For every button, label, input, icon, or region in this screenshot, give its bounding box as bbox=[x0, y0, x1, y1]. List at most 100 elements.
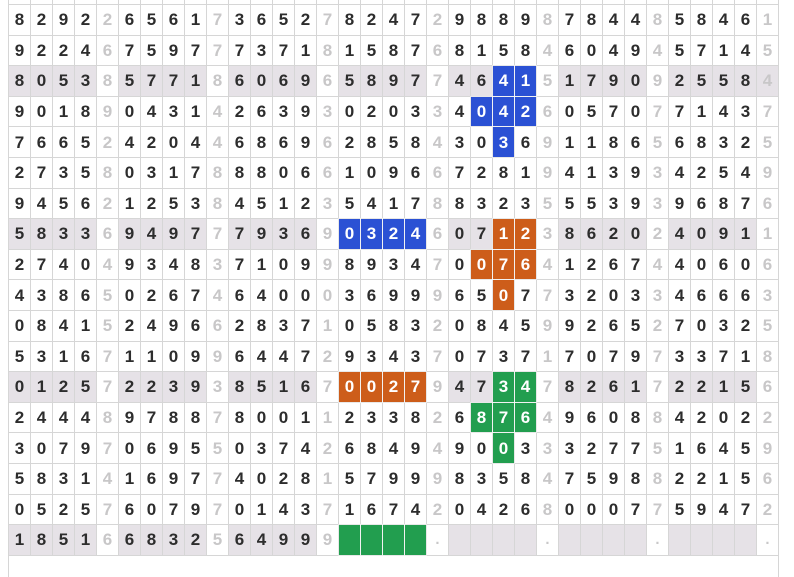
grid-cell: 7 bbox=[559, 463, 580, 494]
grid-cell-separator-digit: 3 bbox=[537, 219, 558, 249]
grid-cell-empty bbox=[559, 525, 580, 555]
grid-cell: 1 bbox=[559, 249, 580, 280]
grid-cell-separator-digit: 9 bbox=[537, 310, 558, 341]
grid-cell: 0 bbox=[273, 402, 294, 433]
grid-cell: 8 bbox=[75, 96, 96, 127]
grid-cell: 9 bbox=[669, 188, 690, 219]
grid-cell: 9 bbox=[405, 433, 426, 463]
grid-cell-separator-digit: 3 bbox=[427, 96, 448, 127]
grid-cell: 2 bbox=[361, 5, 382, 35]
grid-cell-separator-digit: 6 bbox=[757, 249, 778, 280]
grid-cell: 6 bbox=[229, 127, 250, 157]
grid-cell: 6 bbox=[559, 35, 580, 66]
grid-cell: 4 bbox=[449, 372, 470, 402]
grid-cell: 7 bbox=[273, 35, 294, 66]
grid-cell: 8 bbox=[229, 157, 250, 188]
grid-cell: 6 bbox=[273, 66, 294, 96]
grid-cell-separator-digit: 9 bbox=[647, 66, 668, 96]
grid-cell: 1 bbox=[515, 157, 536, 188]
cut-off-row-cell bbox=[361, 0, 382, 4]
cut-off-row-cell bbox=[405, 0, 426, 4]
grid-cell-empty bbox=[625, 525, 646, 555]
grid-cell: 6 bbox=[273, 127, 294, 157]
grid-cell: 4 bbox=[603, 5, 624, 35]
cut-off-row-cell bbox=[75, 0, 96, 4]
grid-cell: 7 bbox=[603, 341, 624, 372]
grid-cell-separator-digit: 4 bbox=[647, 249, 668, 280]
grid-cell: 4 bbox=[559, 157, 580, 188]
grid-cell: 6 bbox=[581, 402, 602, 433]
grid-cell: 7 bbox=[9, 127, 30, 157]
grid-cell: 6 bbox=[361, 494, 382, 525]
grid-cell-separator-digit: 2 bbox=[427, 5, 448, 35]
grid-cell: 0 bbox=[625, 96, 646, 127]
grid-cell-separator-digit: 3 bbox=[207, 372, 228, 402]
grid-cell-separator-digit: 8 bbox=[647, 402, 668, 433]
grid-cell: 9 bbox=[559, 402, 580, 433]
grid-cell: 1 bbox=[735, 341, 756, 372]
grid-cell: 0 bbox=[119, 157, 140, 188]
grid-cell: 0 bbox=[9, 310, 30, 341]
grid-cell: 0 bbox=[691, 310, 712, 341]
grid-cell: 8 bbox=[185, 249, 206, 280]
grid-cell-separator-digit: 7 bbox=[207, 494, 228, 525]
cut-off-row-cell bbox=[185, 0, 206, 4]
grid-cell: 4 bbox=[229, 188, 250, 219]
grid-cell: 5 bbox=[493, 463, 514, 494]
grid-cell: 4 bbox=[9, 280, 30, 310]
grid-cell-separator-digit: 6 bbox=[317, 66, 338, 96]
grid-cell: 6 bbox=[471, 66, 492, 96]
grid-cell: 3 bbox=[163, 372, 184, 402]
grid-cell-separator-digit: 9 bbox=[207, 341, 228, 372]
grid-cell: 8 bbox=[53, 280, 74, 310]
grid-cell-separator-digit: 8 bbox=[97, 66, 118, 96]
grid-cell: 1 bbox=[625, 372, 646, 402]
grid-cell: 0 bbox=[603, 280, 624, 310]
grid-cell-separator-digit: 8 bbox=[207, 188, 228, 219]
grid-cell: 4 bbox=[53, 249, 74, 280]
cut-off-row-cell bbox=[493, 0, 514, 4]
grid-cell: 9 bbox=[361, 249, 382, 280]
grid-cell: 8 bbox=[361, 66, 382, 96]
grid-cell-separator-digit: 7 bbox=[97, 341, 118, 372]
grid-cell-separator-digit: 7 bbox=[317, 372, 338, 402]
grid-cell: 9 bbox=[383, 157, 404, 188]
grid-cell: 8 bbox=[625, 402, 646, 433]
grid-cell: 6 bbox=[713, 249, 734, 280]
grid-cell: 9 bbox=[625, 341, 646, 372]
grid-cell: 5 bbox=[471, 280, 492, 310]
grid-cell: 6 bbox=[713, 280, 734, 310]
grid-cell: 1 bbox=[75, 525, 96, 555]
grid-cell: 7 bbox=[559, 341, 580, 372]
grid-cell-blue: 1 bbox=[515, 66, 536, 96]
grid-cell: 5 bbox=[9, 341, 30, 372]
grid-cell: 2 bbox=[691, 372, 712, 402]
grid-cell-separator-digit: 8 bbox=[537, 5, 558, 35]
grid-cell: 8 bbox=[515, 35, 536, 66]
grid-cell: 4 bbox=[383, 341, 404, 372]
grid-cell: 5 bbox=[361, 35, 382, 66]
grid-cell: 4 bbox=[163, 249, 184, 280]
grid-cell: 9 bbox=[449, 433, 470, 463]
grid-cell: 5 bbox=[625, 310, 646, 341]
grid-cell: 3 bbox=[405, 341, 426, 372]
cut-off-row-cell bbox=[9, 0, 30, 4]
grid-cell: 5 bbox=[75, 157, 96, 188]
grid-cell: 0 bbox=[251, 463, 272, 494]
grid-cell: 8 bbox=[31, 219, 52, 249]
grid-cell: 4 bbox=[603, 35, 624, 66]
grid-cell: 9 bbox=[273, 525, 294, 555]
grid-cell-separator-digit: 7 bbox=[647, 372, 668, 402]
grid-cell: 0 bbox=[471, 127, 492, 157]
grid-cell: 5 bbox=[691, 66, 712, 96]
grid-cell: 0 bbox=[449, 310, 470, 341]
grid-cell: 9 bbox=[295, 66, 316, 96]
grid-cell: 2 bbox=[295, 188, 316, 219]
grid-cell-empty bbox=[669, 525, 690, 555]
grid-cell: 3 bbox=[53, 219, 74, 249]
grid-cell: 3 bbox=[383, 249, 404, 280]
grid-cell: 6 bbox=[141, 463, 162, 494]
grid-cell-separator-digit: 5 bbox=[647, 433, 668, 463]
grid-cell: 0 bbox=[141, 494, 162, 525]
grid-cell-separator-digit: 4 bbox=[537, 463, 558, 494]
